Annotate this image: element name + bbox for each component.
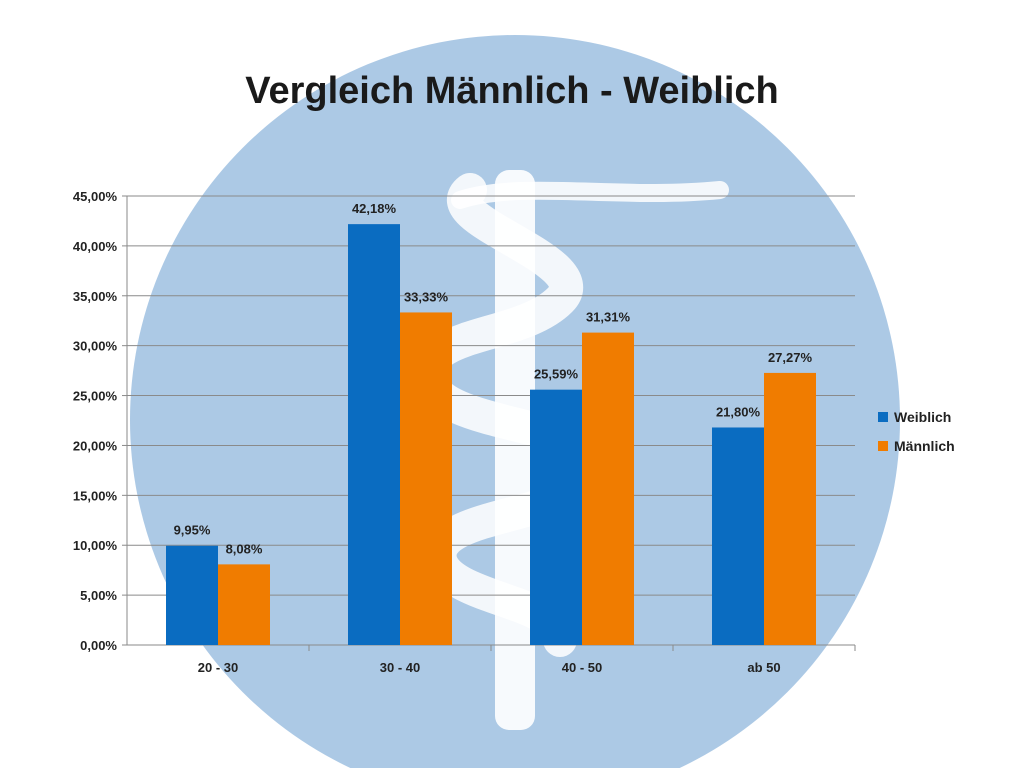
y-tick-label: 10,00% (73, 538, 118, 553)
y-tick-label: 40,00% (73, 239, 118, 254)
chart-title: Vergleich Männlich - Weiblich (245, 70, 779, 112)
x-tick-label: 40 - 50 (562, 660, 602, 675)
data-label: 31,31% (586, 310, 631, 325)
data-label: 21,80% (716, 404, 761, 419)
y-tick-label: 5,00% (80, 588, 117, 603)
y-tick-label: 20,00% (73, 438, 118, 453)
legend-swatch (878, 412, 888, 422)
data-label: 42,18% (352, 201, 397, 216)
legend: Weiblich Männlich (878, 409, 955, 454)
bar-weiblich (530, 389, 582, 645)
bar-weiblich (712, 427, 764, 645)
bar-männlich (400, 312, 452, 645)
data-label: 27,27% (768, 350, 813, 365)
bar-weiblich (166, 545, 218, 645)
legend-swatch (878, 441, 888, 451)
data-label: 9,95% (174, 523, 211, 538)
bar-weiblich (348, 224, 400, 645)
y-tick-label: 45,00% (73, 189, 118, 204)
legend-label: Männlich (894, 438, 955, 454)
bar-männlich (582, 332, 634, 645)
data-label: 25,59% (534, 367, 579, 382)
y-tick-label: 30,00% (73, 339, 118, 354)
y-tick-label: 35,00% (73, 289, 118, 304)
legend-label: Weiblich (894, 409, 951, 425)
y-tick-label: 0,00% (80, 638, 117, 653)
plot-area: 0,00% 5,00% 10,00% 15,00% 20,00% 25,00% 30,00%… (73, 189, 856, 675)
x-tick-label: 30 - 40 (380, 660, 420, 675)
y-tick-label: 15,00% (73, 488, 118, 503)
x-tick-label: ab 50 (747, 660, 780, 675)
y-tick-label: 25,00% (73, 389, 118, 404)
data-label: 8,08% (226, 541, 263, 556)
bar-männlich (764, 372, 816, 645)
bar-männlich (218, 564, 270, 645)
data-label: 33,33% (404, 289, 449, 304)
x-tick-label: 20 - 30 (198, 660, 238, 675)
